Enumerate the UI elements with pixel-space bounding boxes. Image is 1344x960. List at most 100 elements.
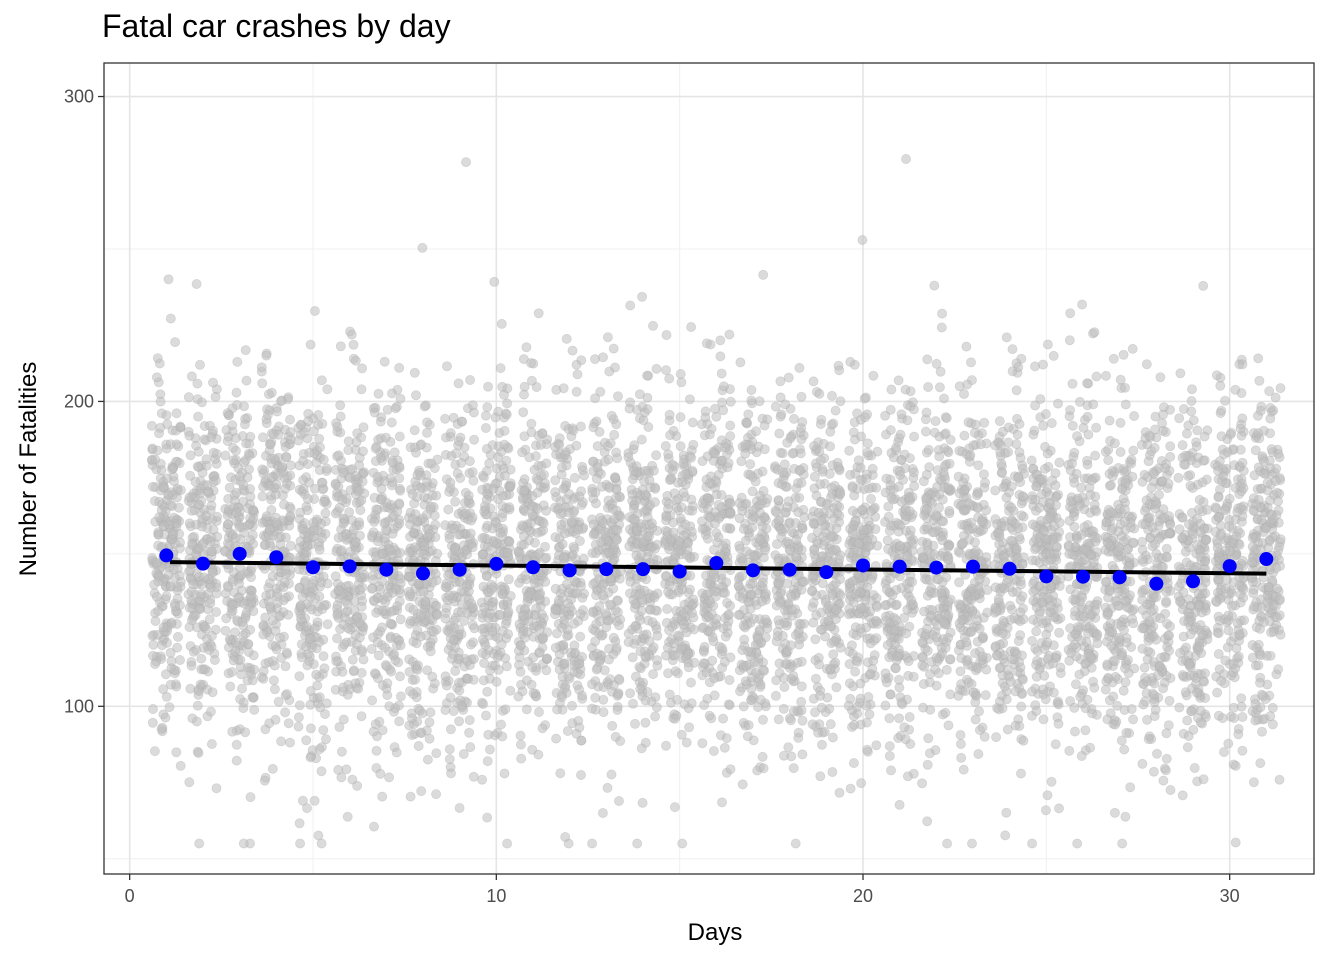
raw-point <box>505 685 516 696</box>
raw-point <box>206 739 217 750</box>
raw-point <box>236 683 247 694</box>
raw-point <box>211 448 222 459</box>
raw-point <box>366 583 377 594</box>
raw-point <box>276 396 287 407</box>
raw-point <box>387 457 398 468</box>
raw-point <box>521 342 532 353</box>
raw-point <box>679 699 690 710</box>
raw-point <box>577 497 588 508</box>
raw-point <box>487 626 498 637</box>
raw-point <box>929 549 940 560</box>
raw-point <box>847 529 858 540</box>
raw-point <box>573 616 584 627</box>
raw-point <box>660 440 671 451</box>
raw-point <box>468 674 479 685</box>
raw-point <box>238 838 249 849</box>
raw-point <box>499 439 510 450</box>
raw-point <box>944 458 955 469</box>
raw-point <box>867 463 878 474</box>
raw-point <box>210 391 221 402</box>
raw-point <box>505 480 516 491</box>
raw-point <box>796 656 807 667</box>
raw-point <box>970 537 981 548</box>
raw-point <box>930 491 941 502</box>
raw-point <box>314 591 325 602</box>
raw-point <box>535 439 546 450</box>
raw-point <box>922 539 933 550</box>
raw-point <box>955 730 966 741</box>
raw-point <box>758 714 769 725</box>
raw-point <box>413 741 424 752</box>
raw-point <box>496 639 507 650</box>
raw-point <box>348 665 359 676</box>
raw-point <box>921 521 932 532</box>
raw-point <box>317 418 328 429</box>
raw-point <box>320 508 331 519</box>
raw-point <box>269 453 280 464</box>
raw-point <box>934 451 945 462</box>
raw-point <box>637 291 648 302</box>
raw-point <box>567 345 578 356</box>
raw-point <box>234 578 245 589</box>
raw-point <box>515 730 526 741</box>
raw-point <box>241 375 252 386</box>
raw-point <box>668 527 679 538</box>
raw-point <box>640 717 651 728</box>
raw-point <box>551 733 562 744</box>
raw-point <box>161 410 172 421</box>
raw-point <box>343 436 354 447</box>
raw-point <box>886 384 897 395</box>
raw-point <box>793 507 804 518</box>
raw-point <box>305 699 316 710</box>
raw-point <box>929 527 940 538</box>
raw-point <box>918 679 929 690</box>
raw-point <box>537 632 548 643</box>
raw-point <box>201 454 212 465</box>
raw-point <box>191 716 202 727</box>
raw-point <box>881 611 892 622</box>
raw-point <box>945 627 956 638</box>
raw-point <box>335 411 346 422</box>
raw-point <box>382 678 393 689</box>
raw-point <box>415 631 426 642</box>
raw-point <box>921 492 932 503</box>
raw-point <box>786 715 797 726</box>
raw-point <box>440 705 451 716</box>
raw-point <box>868 655 879 666</box>
raw-point <box>375 768 386 779</box>
raw-point <box>276 736 287 747</box>
raw-point <box>195 679 206 690</box>
raw-point <box>940 642 951 653</box>
raw-point <box>891 584 902 595</box>
raw-point <box>755 534 766 545</box>
raw-point <box>516 753 527 764</box>
raw-point <box>245 572 256 583</box>
raw-point <box>574 658 585 669</box>
raw-point <box>894 433 905 444</box>
raw-point <box>610 524 621 535</box>
raw-point <box>228 455 239 466</box>
raw-point <box>415 611 426 622</box>
raw-point <box>610 472 621 483</box>
raw-point <box>933 574 944 585</box>
raw-point <box>158 684 169 695</box>
raw-point <box>257 432 268 443</box>
raw-point <box>779 682 790 693</box>
raw-point <box>153 529 164 540</box>
raw-point <box>444 744 455 755</box>
raw-point <box>228 600 239 611</box>
raw-point <box>607 720 618 731</box>
raw-point <box>379 533 390 544</box>
raw-point <box>613 689 624 700</box>
raw-point <box>810 634 821 645</box>
raw-point <box>280 441 291 452</box>
raw-point <box>455 472 466 483</box>
raw-point <box>811 590 822 601</box>
raw-point <box>280 568 291 579</box>
raw-point <box>893 481 904 492</box>
raw-point <box>354 460 365 471</box>
raw-point <box>307 582 318 593</box>
raw-point <box>466 598 477 609</box>
raw-point <box>307 745 318 756</box>
raw-point <box>789 413 800 424</box>
